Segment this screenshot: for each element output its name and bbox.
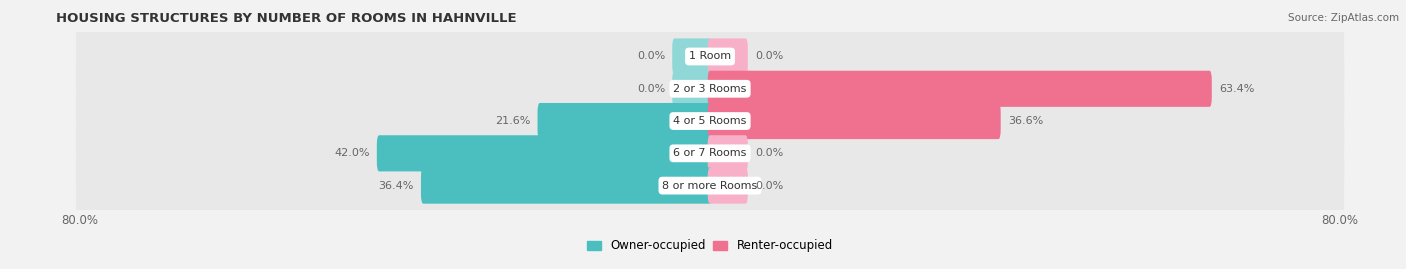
Text: 0.0%: 0.0%: [755, 148, 783, 158]
Text: HOUSING STRUCTURES BY NUMBER OF ROOMS IN HAHNVILLE: HOUSING STRUCTURES BY NUMBER OF ROOMS IN…: [56, 12, 517, 25]
FancyBboxPatch shape: [377, 135, 713, 171]
Text: 63.4%: 63.4%: [1219, 84, 1254, 94]
Text: 36.6%: 36.6%: [1008, 116, 1043, 126]
Text: 0.0%: 0.0%: [637, 51, 665, 62]
Text: Source: ZipAtlas.com: Source: ZipAtlas.com: [1288, 13, 1399, 23]
Text: 2 or 3 Rooms: 2 or 3 Rooms: [673, 84, 747, 94]
Text: 6 or 7 Rooms: 6 or 7 Rooms: [673, 148, 747, 158]
Text: 21.6%: 21.6%: [495, 116, 530, 126]
Text: 8 or more Rooms: 8 or more Rooms: [662, 180, 758, 191]
Text: 0.0%: 0.0%: [637, 84, 665, 94]
Text: 4 or 5 Rooms: 4 or 5 Rooms: [673, 116, 747, 126]
FancyBboxPatch shape: [672, 38, 713, 75]
Text: 36.4%: 36.4%: [378, 180, 413, 191]
FancyBboxPatch shape: [537, 103, 713, 139]
FancyBboxPatch shape: [672, 71, 713, 107]
FancyBboxPatch shape: [707, 135, 748, 171]
FancyBboxPatch shape: [420, 168, 713, 204]
FancyBboxPatch shape: [707, 103, 1001, 139]
Legend: Owner-occupied, Renter-occupied: Owner-occupied, Renter-occupied: [582, 235, 838, 257]
Text: 42.0%: 42.0%: [335, 148, 370, 158]
Text: 1 Room: 1 Room: [689, 51, 731, 62]
Text: 0.0%: 0.0%: [755, 180, 783, 191]
FancyBboxPatch shape: [76, 51, 1344, 127]
FancyBboxPatch shape: [707, 38, 748, 75]
FancyBboxPatch shape: [76, 115, 1344, 191]
FancyBboxPatch shape: [76, 19, 1344, 94]
FancyBboxPatch shape: [76, 83, 1344, 159]
FancyBboxPatch shape: [707, 168, 748, 204]
Text: 0.0%: 0.0%: [755, 51, 783, 62]
FancyBboxPatch shape: [707, 71, 1212, 107]
FancyBboxPatch shape: [76, 148, 1344, 224]
